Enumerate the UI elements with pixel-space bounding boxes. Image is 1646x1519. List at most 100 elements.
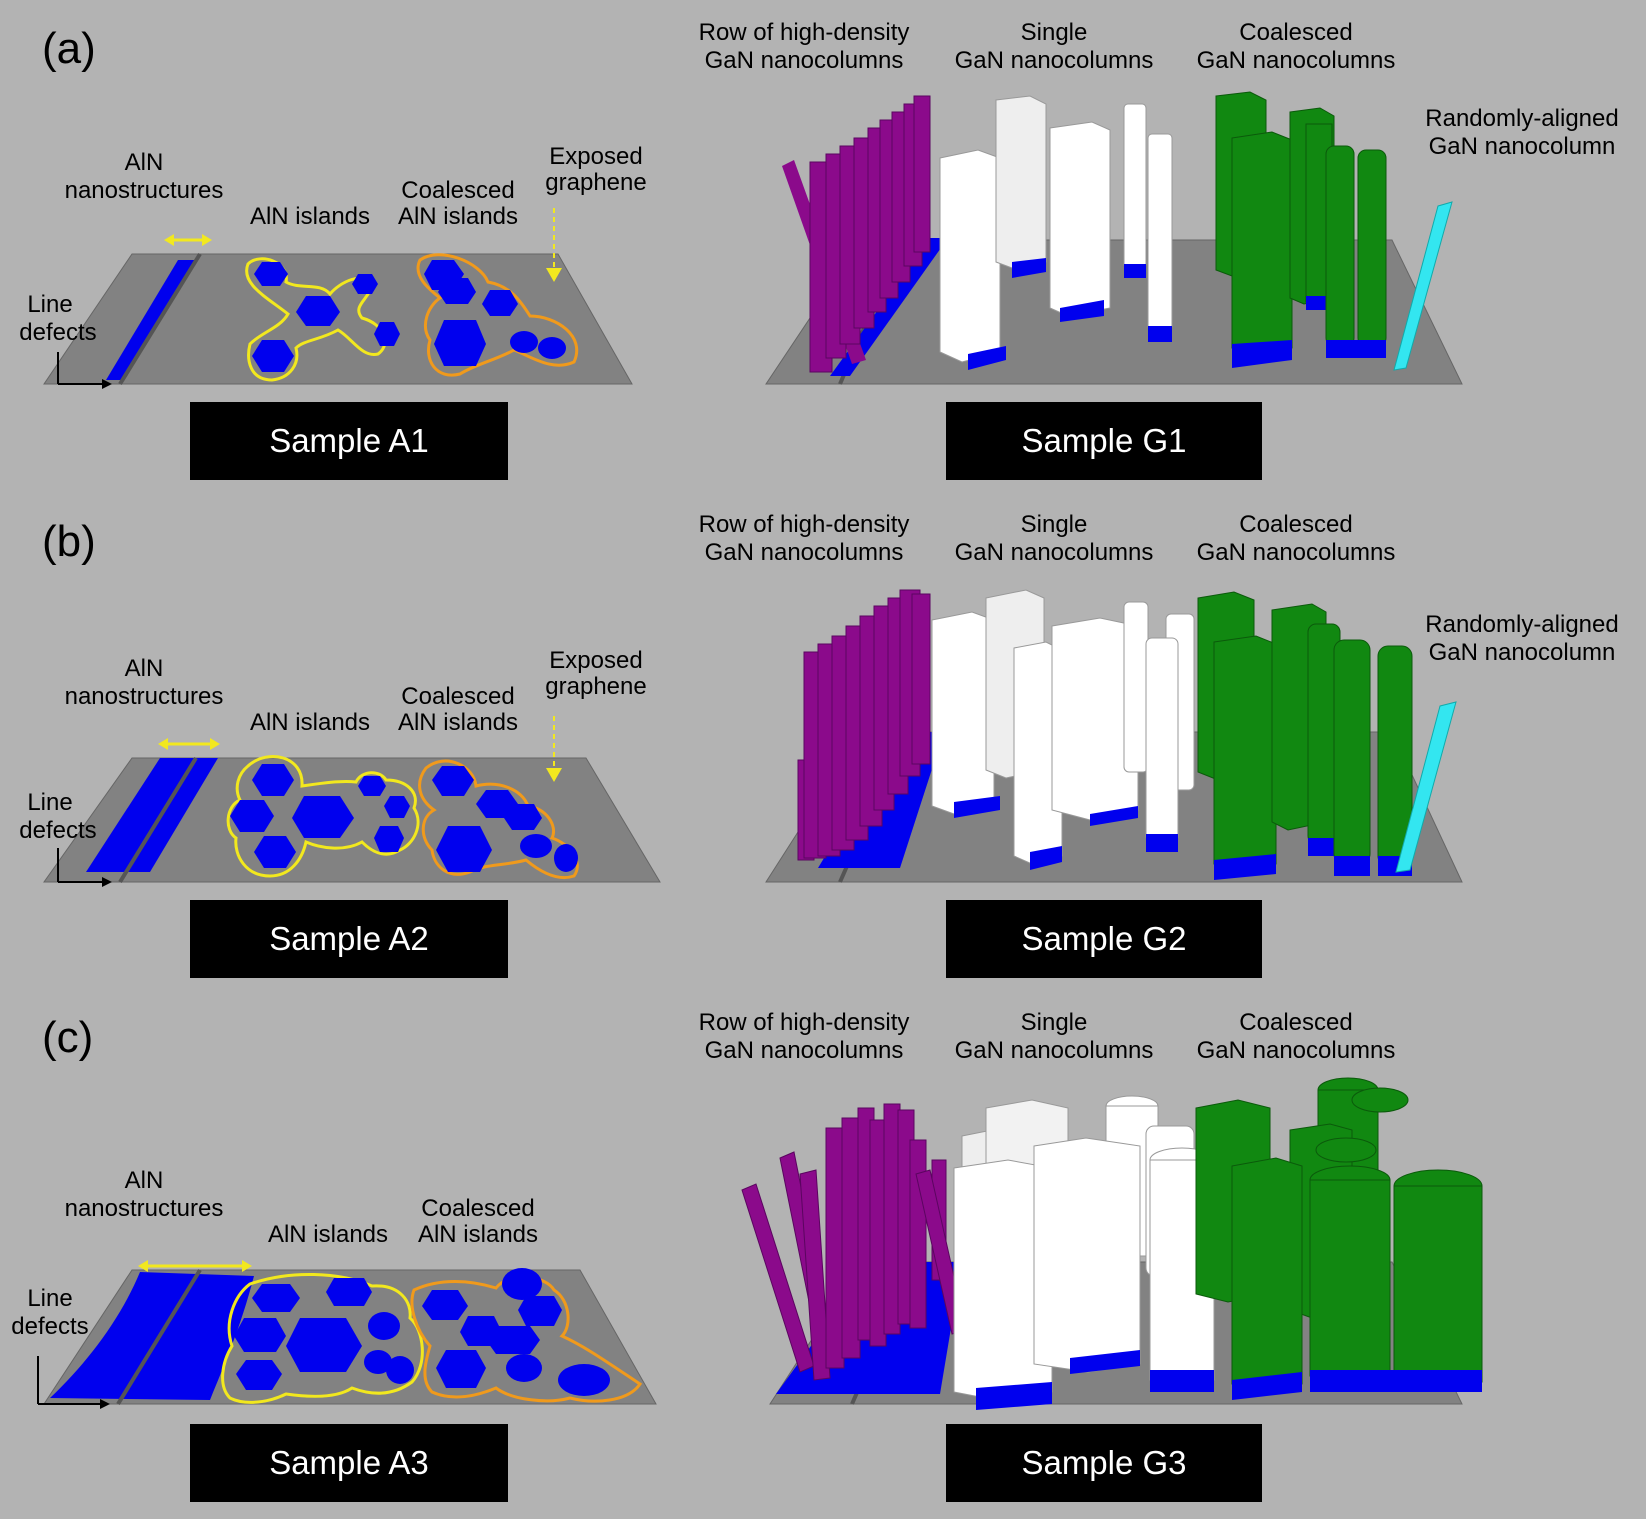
label-single-1: Single [1021, 19, 1088, 46]
label-nanostructures-1: AlN [125, 655, 164, 682]
aln-island [520, 834, 552, 858]
label-islands: AlN islands [250, 709, 370, 736]
label-exposed-2: graphene [545, 673, 646, 700]
single-nanocolumn [939, 149, 1001, 363]
label-coalesced-1: Coalesced [401, 683, 514, 710]
aln-island [254, 836, 296, 868]
label-single-1: Single [1021, 1009, 1088, 1036]
aln-island [374, 826, 404, 852]
aln-island [486, 1326, 540, 1354]
label-line-defects-1: Line [27, 789, 72, 816]
label-coalesced-2: GaN nanocolumns [1197, 1037, 1396, 1064]
pointer-head [102, 877, 112, 887]
row-nanocolumn [825, 1127, 845, 1369]
row-nanocolumn [913, 95, 931, 253]
line-defect [118, 252, 202, 386]
row-nanocolumn [911, 593, 931, 765]
coalesced-nanocolumn [1213, 635, 1277, 873]
aln-island [252, 764, 294, 796]
label-single-2: GaN nanocolumns [955, 47, 1154, 74]
sample-label: Sample G1 [1021, 422, 1186, 459]
label-single-2: GaN nanocolumns [955, 1037, 1154, 1064]
label-single-1: Single [1021, 511, 1088, 538]
aln-nanostructures [50, 1272, 254, 1400]
aln-base [1070, 1350, 1140, 1374]
aln-island [252, 340, 294, 372]
coalesced-nanocolumn-top [1315, 1137, 1377, 1163]
line-defect [116, 1268, 202, 1406]
aln-base [1060, 300, 1104, 322]
aln-base [1146, 834, 1178, 852]
coalesced-nanocolumns [1195, 1077, 1483, 1400]
aln-island [504, 804, 542, 830]
arrow-head-right [210, 738, 220, 750]
aln-island [538, 337, 566, 359]
coalesced-nanocolumns [1197, 591, 1413, 880]
gan-labels: Row of high-density GaN nanocolumns Sing… [699, 1009, 1396, 1064]
aln-base [1148, 326, 1172, 342]
label-islands: AlN islands [250, 203, 370, 230]
aln-scene [43, 716, 661, 887]
islands-outline [226, 755, 420, 878]
coalesced-nanocolumn [1393, 1185, 1483, 1383]
aln-base [1310, 1370, 1482, 1392]
aln-labels: AlN nanostructures AlN islands Coalesced… [19, 647, 646, 844]
label-coalesced-2: GaN nanocolumns [1197, 539, 1396, 566]
label-nanostructures-2: nanostructures [65, 683, 224, 710]
aln-island [502, 1268, 542, 1300]
pointer-head [100, 1399, 110, 1409]
aln-base [954, 796, 1000, 818]
coalesced-nanocolumn [1309, 1179, 1391, 1377]
label-line-defects-2: defects [19, 319, 96, 346]
exposed-arrow-head [546, 768, 562, 782]
aln-island [482, 290, 518, 316]
label-row-1: Row of high-density [699, 511, 910, 538]
label-row-1: Row of high-density [699, 1009, 910, 1036]
arrow-head-right [202, 234, 212, 246]
aln-labels: AlN nanostructures AlN islands Coalesced… [19, 143, 646, 346]
label-coalesced-2: AlN islands [398, 709, 518, 736]
sample-box [190, 402, 508, 480]
sample-box [190, 900, 508, 978]
aln-base [1090, 806, 1138, 826]
panel-c: (c) [11, 1009, 1483, 1502]
aln-base [1124, 264, 1146, 278]
single-nanocolumn [1123, 601, 1149, 773]
single-nanocolumn [1147, 133, 1173, 331]
aln-island [252, 1284, 300, 1312]
single-nanocolumn [1145, 637, 1179, 843]
line-defect [118, 756, 198, 884]
islands-outline [221, 1273, 424, 1404]
row-nanocolumns [797, 589, 931, 861]
arrow-head-left [164, 234, 174, 246]
single-nanocolumn [931, 611, 995, 815]
label-coalesced-2: AlN islands [418, 1221, 538, 1248]
row-nanocolumns [809, 95, 931, 373]
aln-base [968, 346, 1006, 370]
label-coalesced-2: AlN islands [398, 203, 518, 230]
label-line-defects-2: defects [19, 817, 96, 844]
label-row-2: GaN nanocolumns [705, 47, 904, 74]
aln-island [236, 1360, 282, 1390]
sample-label: Sample A2 [269, 920, 429, 957]
panel-a: (a) A [19, 19, 1619, 480]
gan-labels: Row of high-density GaN nanocolumns Sing… [699, 511, 1619, 666]
aln-base [1012, 258, 1046, 278]
aln-base [1232, 340, 1292, 368]
aln-island [476, 790, 518, 818]
coalesced-nanocolumn [1231, 131, 1293, 357]
row-nanocolumn [909, 1139, 927, 1329]
gan-scene [741, 1077, 1483, 1410]
sample-label: Sample A1 [269, 422, 429, 459]
coalesced-nanocolumn [1333, 639, 1371, 865]
panel-label: (a) [42, 24, 96, 73]
aln-island [364, 1350, 392, 1374]
aln-island [436, 1350, 486, 1388]
aln-island [558, 1364, 610, 1396]
gan-scene [765, 589, 1463, 883]
label-nanostructures-2: nanostructures [65, 177, 224, 204]
arrow-head-left [158, 738, 168, 750]
label-nanostructures-1: AlN [125, 149, 164, 176]
label-coalesced-1: Coalesced [1239, 1009, 1352, 1036]
